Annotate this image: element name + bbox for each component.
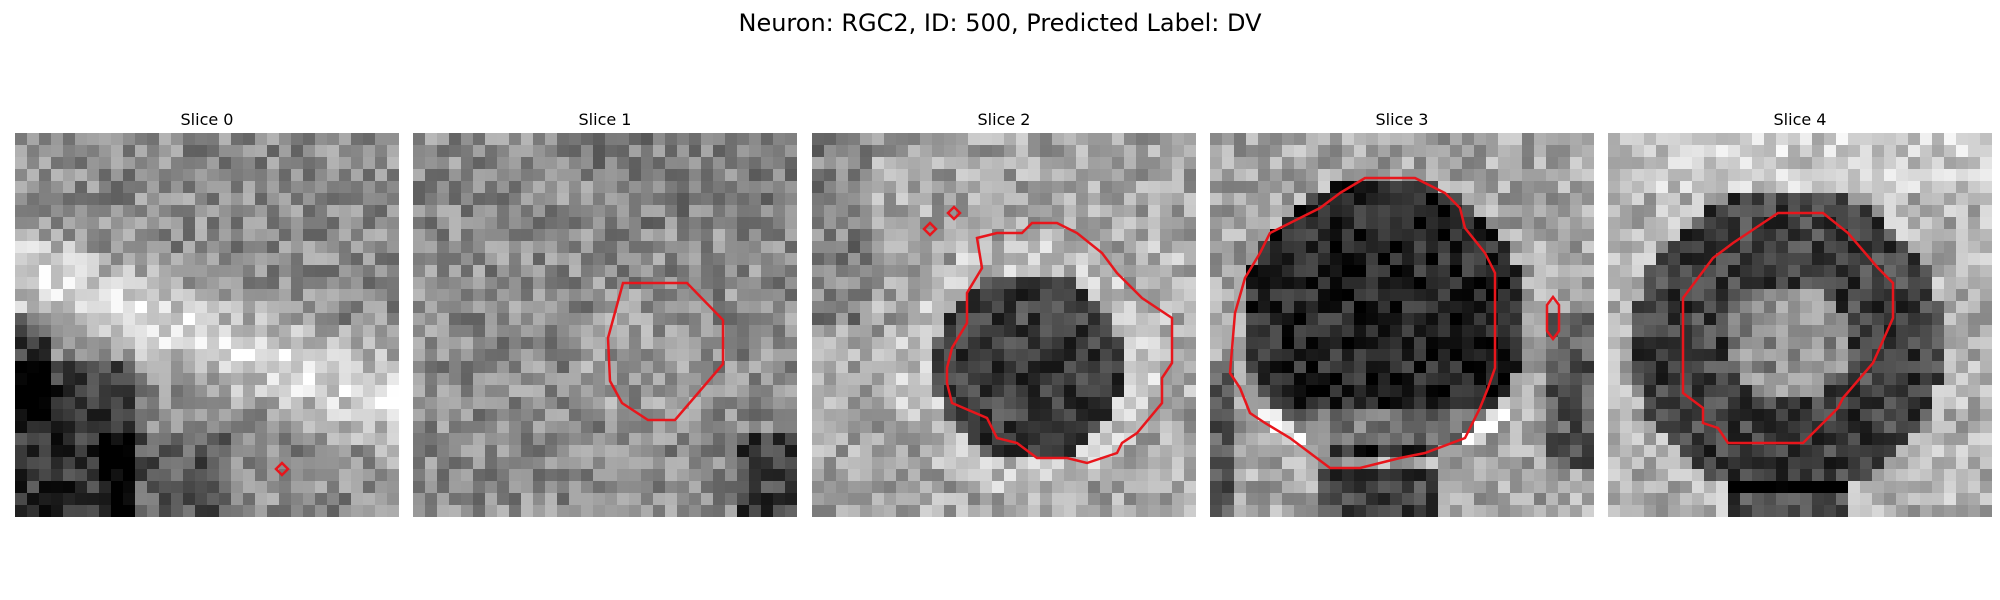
slice-panel-0: Slice 0 <box>15 107 399 517</box>
slice-image-0 <box>15 133 399 517</box>
slice-panel-2: Slice 2 <box>812 107 1196 517</box>
figure-title: Neuron: RGC2, ID: 500, Predicted Label: … <box>738 9 1262 37</box>
slice-image-1 <box>413 133 797 517</box>
slice-canvas-4 <box>1608 133 1992 517</box>
slice-title-1: Slice 1 <box>578 110 632 129</box>
slice-image-3 <box>1210 133 1594 517</box>
slice-panel-3: Slice 3 <box>1210 107 1594 517</box>
roi-contour-4 <box>1681 211 1895 445</box>
slice-title-3: Slice 3 <box>1375 110 1429 129</box>
roi-contour-3 <box>1228 176 1561 470</box>
slice-title-4: Slice 4 <box>1773 110 1827 129</box>
slice-title-2: Slice 2 <box>977 110 1031 129</box>
slice-canvas-3 <box>1210 133 1594 517</box>
slice-panel-4: Slice 4 <box>1608 107 1992 517</box>
slice-canvas-2 <box>812 133 1196 517</box>
slice-canvas-1 <box>413 133 797 517</box>
slice-canvas-0 <box>15 133 399 517</box>
roi-contour-0 <box>274 461 290 477</box>
slice-panel-1: Slice 1 <box>413 107 797 517</box>
roi-contour-2 <box>922 205 1174 465</box>
roi-contour-1 <box>606 281 725 422</box>
slice-image-2 <box>812 133 1196 517</box>
slice-title-0: Slice 0 <box>180 110 234 129</box>
slice-image-4 <box>1608 133 1992 517</box>
